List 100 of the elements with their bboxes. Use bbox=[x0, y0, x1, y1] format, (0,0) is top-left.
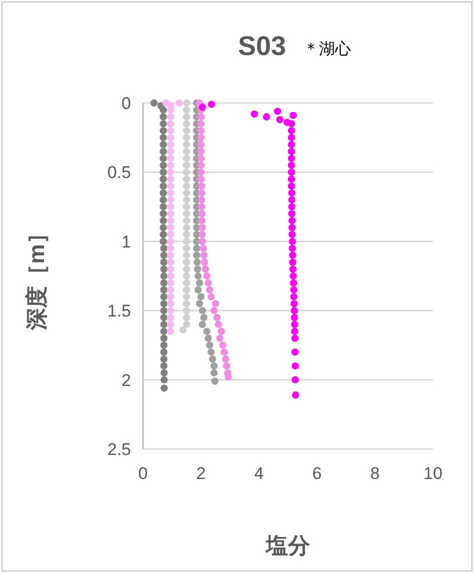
point bbox=[197, 168, 205, 176]
point bbox=[160, 348, 168, 356]
point bbox=[262, 113, 270, 120]
point bbox=[166, 113, 174, 120]
point bbox=[160, 134, 167, 142]
point bbox=[182, 154, 190, 162]
point bbox=[182, 314, 190, 322]
point bbox=[288, 182, 296, 190]
point bbox=[179, 326, 187, 334]
point bbox=[222, 355, 230, 363]
point bbox=[166, 189, 174, 197]
point bbox=[288, 189, 296, 197]
point bbox=[290, 293, 298, 300]
point bbox=[166, 168, 174, 176]
point bbox=[160, 376, 168, 384]
point bbox=[197, 154, 205, 162]
point bbox=[196, 279, 204, 287]
point bbox=[219, 342, 226, 349]
point bbox=[166, 127, 174, 134]
point bbox=[290, 300, 298, 308]
point bbox=[160, 140, 167, 148]
point bbox=[182, 272, 190, 280]
point bbox=[200, 244, 207, 252]
point bbox=[288, 217, 296, 224]
point bbox=[290, 307, 298, 314]
point bbox=[160, 293, 168, 300]
point bbox=[182, 265, 190, 273]
point bbox=[198, 230, 206, 238]
point bbox=[166, 148, 174, 156]
point bbox=[182, 113, 190, 120]
point bbox=[288, 224, 296, 232]
point bbox=[160, 342, 168, 349]
point bbox=[204, 279, 212, 287]
point bbox=[291, 328, 298, 335]
point bbox=[194, 286, 202, 294]
point bbox=[292, 362, 299, 370]
point bbox=[166, 182, 174, 190]
point bbox=[289, 252, 296, 259]
point bbox=[166, 162, 174, 169]
point bbox=[182, 230, 190, 238]
point bbox=[198, 307, 206, 314]
point bbox=[290, 286, 298, 294]
point bbox=[166, 196, 174, 204]
x-tick-label: 8 bbox=[370, 464, 380, 483]
point bbox=[202, 265, 209, 273]
point bbox=[160, 203, 167, 210]
point bbox=[197, 162, 205, 169]
point bbox=[198, 182, 206, 190]
point bbox=[182, 286, 190, 294]
x-tick-label: 0 bbox=[138, 464, 148, 483]
point bbox=[203, 328, 210, 335]
point bbox=[160, 369, 168, 376]
point bbox=[197, 120, 205, 128]
point bbox=[288, 140, 296, 148]
text: ＊湖心 bbox=[303, 40, 351, 58]
point bbox=[182, 293, 190, 300]
point bbox=[166, 154, 174, 162]
point bbox=[160, 162, 167, 169]
point bbox=[182, 182, 190, 190]
point bbox=[288, 230, 296, 238]
point bbox=[288, 162, 296, 169]
point bbox=[166, 314, 174, 322]
point bbox=[288, 203, 296, 210]
point bbox=[200, 258, 208, 266]
x-axis-title: 塩分 bbox=[265, 533, 311, 558]
point bbox=[197, 113, 205, 120]
point bbox=[222, 362, 230, 370]
point bbox=[291, 334, 299, 342]
point bbox=[160, 279, 168, 287]
point bbox=[211, 378, 219, 385]
point bbox=[291, 348, 299, 356]
point bbox=[166, 217, 174, 224]
point bbox=[200, 252, 208, 259]
point bbox=[166, 203, 174, 210]
point bbox=[182, 224, 190, 232]
point bbox=[198, 217, 206, 224]
point bbox=[166, 300, 174, 308]
point bbox=[197, 140, 205, 148]
point bbox=[166, 258, 174, 266]
x-tick-label: 6 bbox=[312, 464, 322, 483]
point bbox=[182, 162, 190, 169]
point bbox=[197, 176, 205, 183]
point bbox=[204, 334, 212, 342]
y-tick-label: 0 bbox=[122, 94, 131, 113]
point bbox=[250, 110, 258, 118]
point bbox=[198, 238, 206, 245]
point bbox=[194, 272, 202, 280]
point bbox=[160, 328, 168, 335]
point bbox=[166, 210, 174, 218]
point bbox=[160, 230, 167, 238]
y-tick-label: 0.5 bbox=[107, 163, 131, 182]
point bbox=[200, 314, 208, 322]
point bbox=[209, 355, 216, 363]
point bbox=[288, 148, 296, 156]
point bbox=[160, 196, 167, 204]
point bbox=[292, 391, 300, 399]
point bbox=[289, 258, 296, 266]
point bbox=[290, 272, 297, 280]
point bbox=[194, 265, 202, 273]
point bbox=[166, 307, 174, 314]
